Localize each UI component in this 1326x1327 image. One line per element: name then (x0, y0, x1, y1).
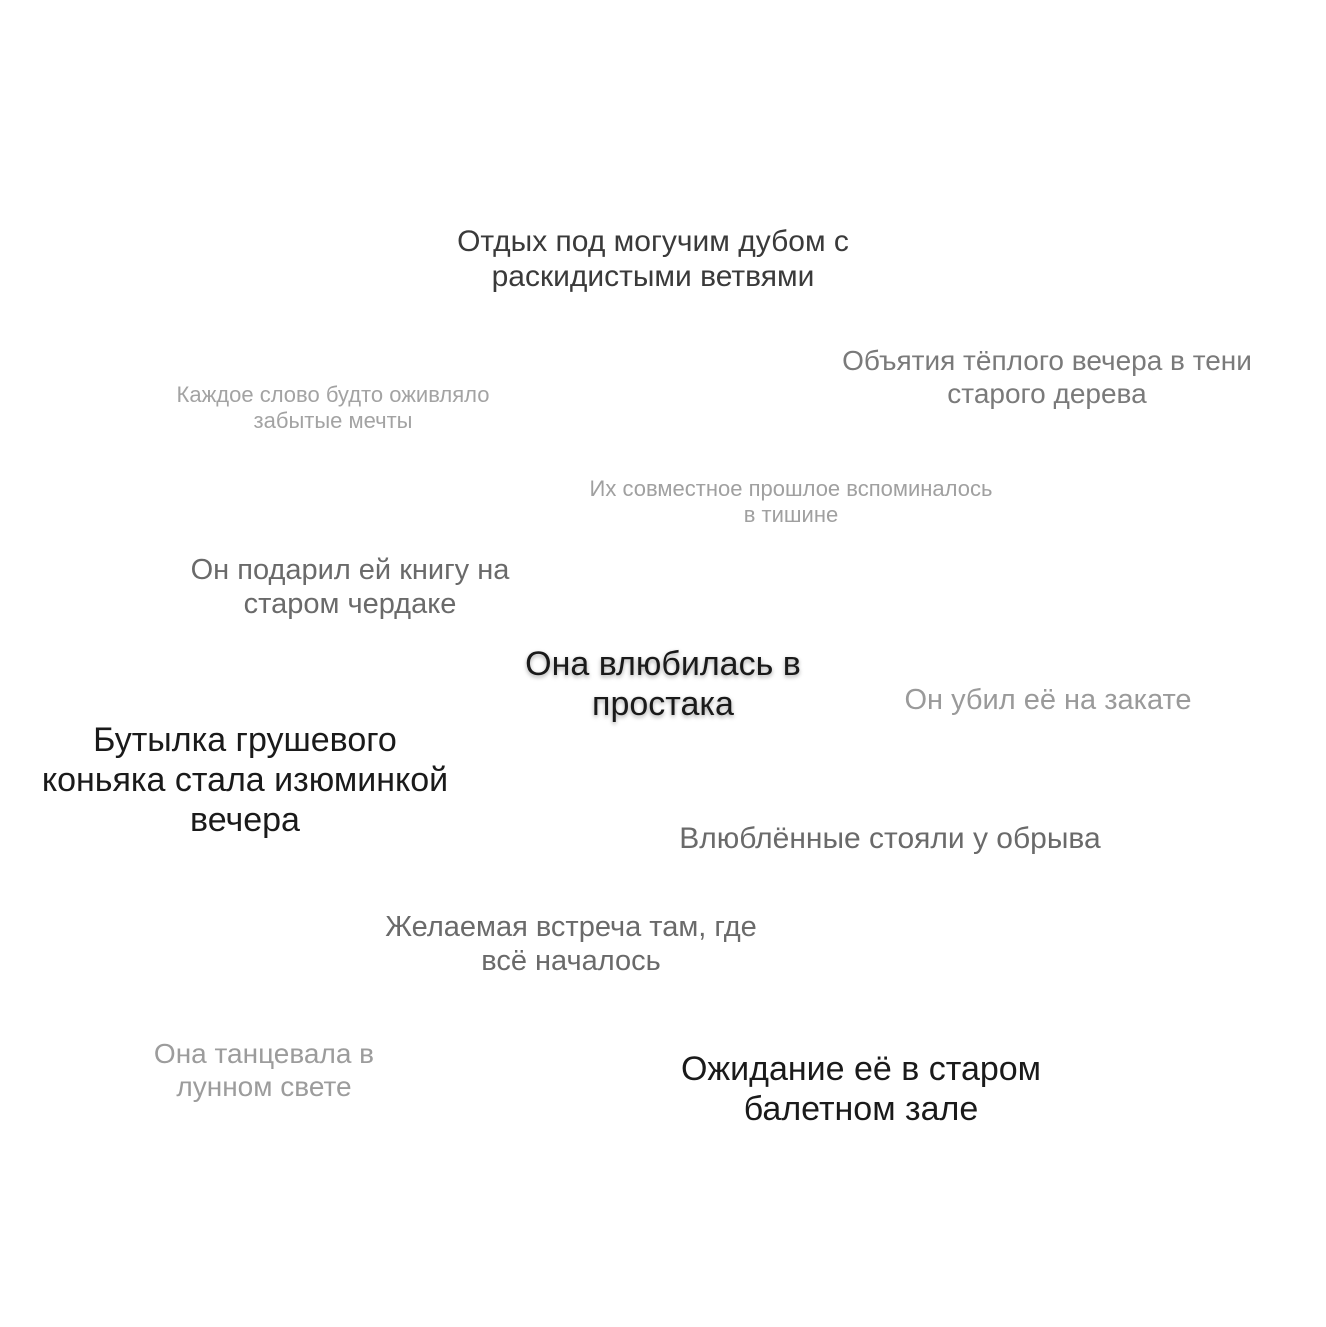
phrase-pear-cognac: Бутылка грушевого коньяка стала изюминко… (42, 720, 448, 840)
phrase-line: Объятия тёплого вечера в тени (842, 345, 1252, 376)
phrase-desired-meeting: Желаемая встреча там, где всё началось (385, 910, 757, 978)
phrase-cliff: Влюблённые стояли у обрыва (679, 821, 1100, 856)
phrase-line: балетном зале (743, 1090, 979, 1129)
phrase-line: в тишине (743, 501, 839, 527)
phrase-line: Каждое слово будто оживляло (176, 382, 490, 407)
phrase-line: Она танцевала в (153, 1038, 375, 1069)
phrase-fell-in-love: Она влюбилась в простака (525, 644, 801, 724)
phrase-line: Она влюбилась в (525, 645, 801, 683)
phrase-line: простака (592, 685, 734, 724)
phrase-line: Влюблённые стояли у обрыва (679, 822, 1101, 855)
phrase-sunset: Он убил её на закате (904, 683, 1191, 717)
phrase-gift-book: Он подарил ей книгу на старом чердаке (191, 553, 510, 621)
phrase-moonlight-dance: Она танцевала в лунном свете (154, 1037, 374, 1103)
phrase-line: Он убил её на закате (904, 684, 1192, 716)
phrase-line: старом чердаке (243, 588, 457, 621)
phrase-line: забытые мечты (253, 407, 413, 433)
phrase-oak-rest: Отдых под могучим дубом с раскидистыми в… (457, 224, 849, 295)
phrase-shared-past: Их совместное прошлое вспоминалось в тиш… (590, 476, 993, 528)
phrase-line: Отдых под могучим дубом с (457, 225, 849, 258)
phrase-line: Ожидание её в старом (680, 1050, 1042, 1088)
phrase-line: Он подарил ей книгу на (190, 554, 510, 586)
phrase-line: Бутылка грушевого (93, 721, 397, 759)
phrase-line: Желаемая встреча там, где (385, 911, 757, 943)
phrase-line: старого дерева (947, 378, 1147, 410)
phrase-warm-evening: Объятия тёплого вечера в тени старого де… (842, 344, 1252, 410)
phrase-every-word: Каждое слово будто оживляло забытые мечт… (177, 382, 490, 434)
phrase-line: раскидистыми ветвями (491, 260, 815, 294)
phrase-line: лунном свете (176, 1071, 352, 1103)
phrase-line: вечера (190, 801, 300, 840)
phrase-line: всё началось (481, 945, 661, 978)
phrase-ballet-hall: Ожидание её в старом балетном зале (681, 1049, 1041, 1129)
phrase-line: Их совместное прошлое вспоминалось (589, 476, 993, 501)
phrase-line: коньяка стала изюминкой (41, 761, 449, 800)
